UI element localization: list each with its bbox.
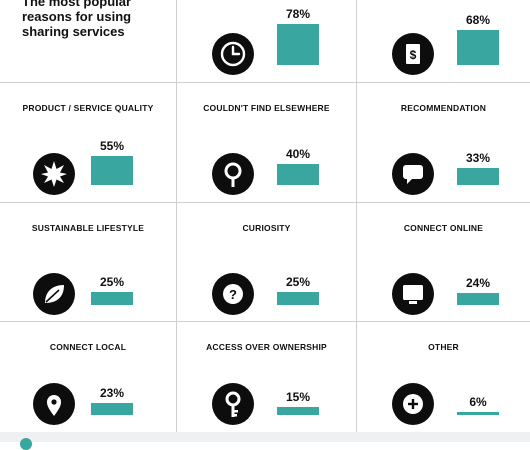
leaf-icon xyxy=(33,273,75,315)
monitor-icon xyxy=(392,273,434,315)
value-label: 25% xyxy=(99,275,125,289)
value-label: 78% xyxy=(285,7,311,22)
bar xyxy=(457,292,499,305)
chart-cell-couldn-t-find-elsewhere: COULDN'T FIND ELSEWHERE 40% xyxy=(177,83,356,202)
value-label: 15% xyxy=(285,390,311,405)
bar xyxy=(457,29,499,65)
value-label: 40% xyxy=(285,147,311,162)
bar xyxy=(277,24,319,65)
grid-hline-1 xyxy=(0,82,530,83)
bar xyxy=(277,164,319,185)
chart-cell-connect-local: CONNECT LOCAL 23% xyxy=(0,322,176,432)
clock-icon xyxy=(212,33,254,75)
chart-cell-sustainable-lifestyle: SUSTAINABLE LIFESTYLE 25% xyxy=(0,203,176,322)
grid-hline-2 xyxy=(0,202,530,203)
chart-cell-product-service-quality: PRODUCT / SERVICE QUALITY 55% xyxy=(0,83,176,202)
chart-cell-other: OTHER 6% xyxy=(357,322,530,432)
bar xyxy=(457,167,499,185)
bar xyxy=(457,411,499,415)
chart-cell-convenience: CONVENIENCE 78% xyxy=(177,0,356,82)
category-label: SUSTAINABLE LIFESTYLE xyxy=(31,223,145,233)
value-label: 33% xyxy=(465,150,491,165)
bar xyxy=(91,403,133,415)
bar xyxy=(91,292,133,305)
grid-vline-1 xyxy=(176,0,177,432)
category-label: CONNECT LOCAL xyxy=(49,342,127,352)
key-icon xyxy=(212,383,254,425)
chart-cell-recommendation: RECOMMENDATION 33% xyxy=(357,83,530,202)
value-label: 23% xyxy=(99,386,125,401)
category-label: PRODUCT / SERVICE QUALITY xyxy=(22,103,154,113)
category-label: RECOMMENDATION xyxy=(400,103,487,113)
price-tag-icon: $ xyxy=(392,33,434,75)
category-label: ACCESS OVER OWNERSHIP xyxy=(206,342,327,352)
chart-cell-connect-online: CONNECT ONLINE 24% xyxy=(357,203,530,322)
category-label: CONVENIENCE xyxy=(177,0,356,2)
value-label: 24% xyxy=(465,275,491,290)
category-label: PRICE xyxy=(357,0,530,2)
grid-vline-2 xyxy=(356,0,357,432)
plus-icon xyxy=(392,383,434,425)
location-pin-icon xyxy=(33,383,75,425)
starburst-icon xyxy=(33,153,75,195)
value-label: 55% xyxy=(99,139,125,154)
category-label: CURIOSITY xyxy=(242,223,291,233)
question-icon: ? xyxy=(212,273,254,315)
chart-cell-price: PRICE $68% xyxy=(357,0,530,82)
chart-cell-access-over-ownership: ACCESS OVER OWNERSHIP 15% xyxy=(177,322,356,432)
value-label: 25% xyxy=(285,275,311,289)
svg-text:$: $ xyxy=(410,48,417,62)
page-title: The most popular reasons for using shari… xyxy=(22,0,132,39)
magnifier-icon xyxy=(212,153,254,195)
category-label: COULDN'T FIND ELSEWHERE xyxy=(203,103,330,113)
svg-text:?: ? xyxy=(229,287,237,302)
value-label: 6% xyxy=(469,394,487,409)
grid-hline-3 xyxy=(0,321,530,322)
bar xyxy=(91,156,133,185)
bar xyxy=(277,292,319,305)
chart-cell-curiosity: CURIOSITY? 25% xyxy=(177,203,356,322)
footer-dot-icon xyxy=(20,438,32,450)
speech-bubble-icon xyxy=(392,153,434,195)
category-label: OTHER xyxy=(428,342,459,352)
footer-bar xyxy=(0,432,530,442)
bar xyxy=(277,407,319,415)
value-label: 68% xyxy=(465,12,491,27)
category-label: CONNECT ONLINE xyxy=(403,223,484,233)
